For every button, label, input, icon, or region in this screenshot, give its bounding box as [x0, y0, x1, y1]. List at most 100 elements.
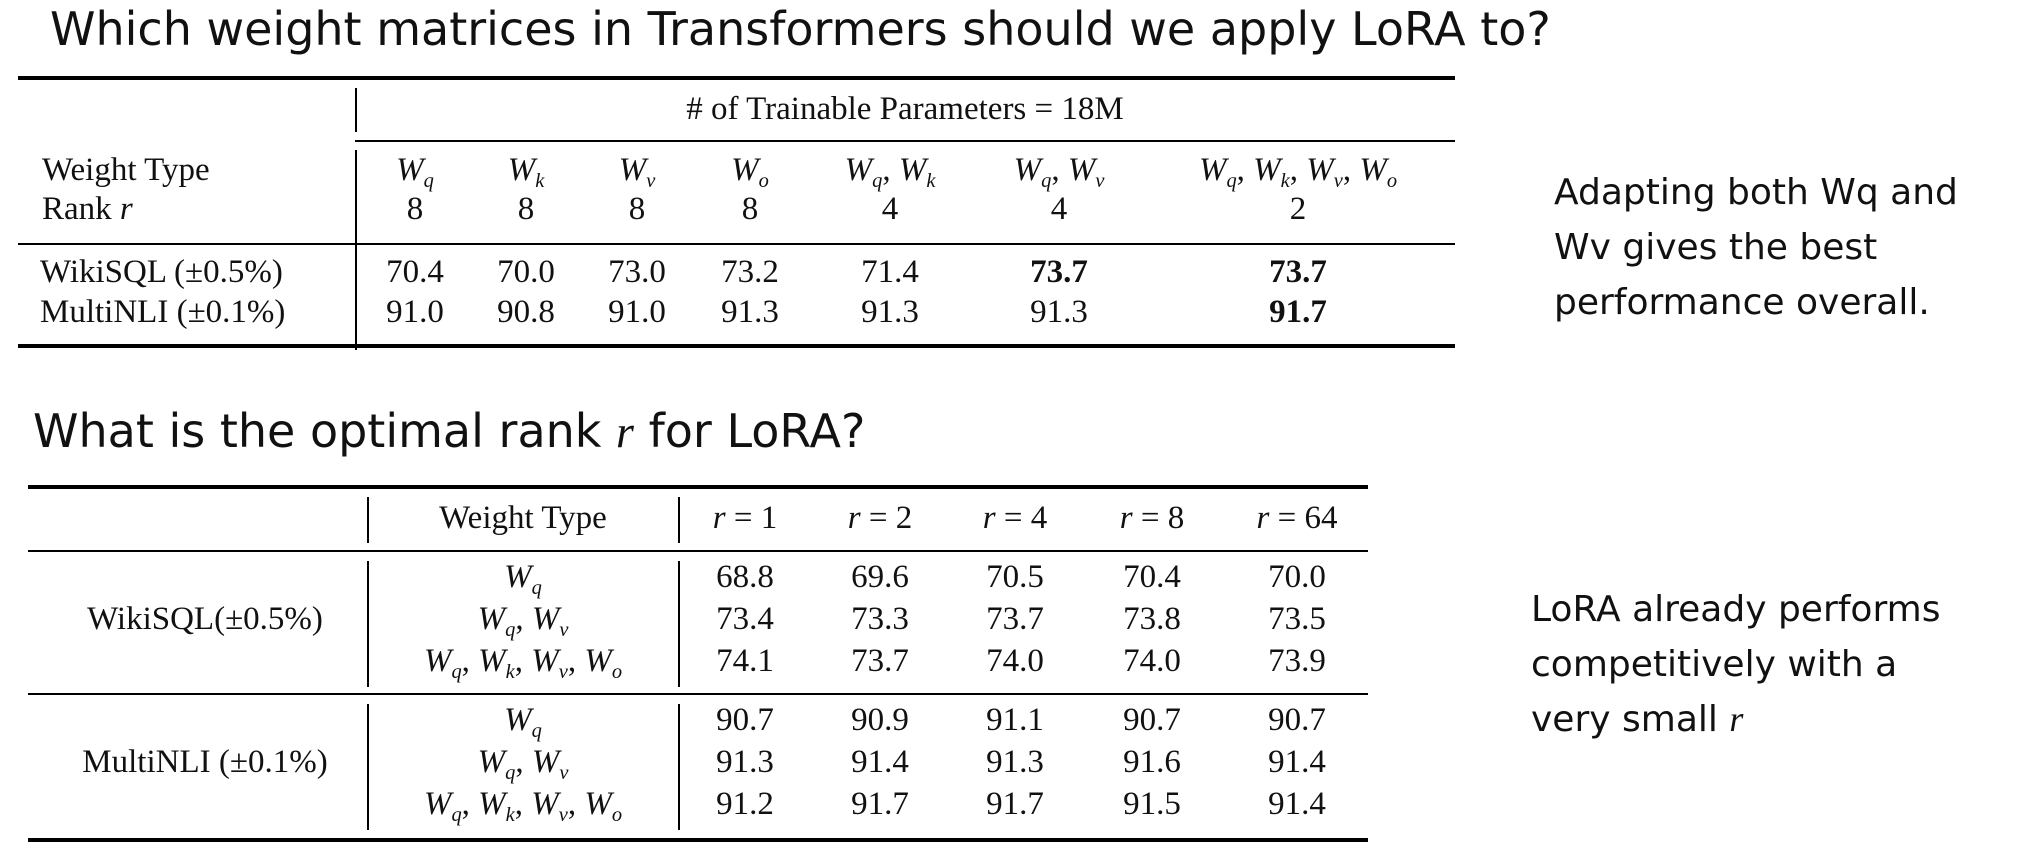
slide-title-optimal-rank: What is the optimal rank r for LoRA? [33, 408, 865, 455]
table2-value-cell: 73.3 [851, 601, 909, 637]
table2-weight-cell: Wq, Wk, Wv, Wo [423, 786, 623, 827]
table2-group-divider-left [367, 704, 369, 830]
table2-value-cell: 91.3 [716, 744, 774, 780]
table2-value-cell: 91.7 [851, 786, 909, 822]
table2-value-cell: 74.0 [1123, 643, 1181, 679]
table1-weight-col-header: Wq [396, 152, 434, 193]
table2-value-cell: 69.6 [851, 559, 909, 595]
table1-top-rule [18, 76, 1455, 80]
table2-header-divider-right [678, 497, 680, 543]
table2-rank-header: r = 1 [712, 500, 778, 536]
note1-line: performance overall. [1554, 282, 1930, 323]
table1-label-divider [355, 150, 357, 350]
note-small-rank: LoRA already performs competitively with… [1531, 582, 1940, 747]
table1-rank-value: 8 [628, 191, 646, 227]
table1-value-cell: 73.7 [1269, 254, 1327, 290]
table2-bottom-rule [28, 838, 1368, 842]
table2-value-cell: 91.1 [986, 702, 1044, 738]
table1-rank-value: 4 [881, 191, 899, 227]
table1-header-rule [355, 140, 1455, 142]
table2-value-cell: 70.5 [986, 559, 1044, 595]
note2-rank-var: r [1729, 699, 1744, 739]
table2-value-cell: 74.0 [986, 643, 1044, 679]
table2-weight-cell: Wq, Wk, Wv, Wo [423, 643, 623, 684]
table1-rank-value: 2 [1289, 191, 1307, 227]
table1-weight-col-header: Wk [507, 152, 545, 193]
table2-value-cell: 90.7 [1123, 702, 1181, 738]
table2-value-cell: 91.4 [851, 744, 909, 780]
table2-weight-cell: Wq, Wv [477, 744, 569, 785]
table2-value-cell: 73.4 [716, 601, 774, 637]
table2-value-cell: 68.8 [716, 559, 774, 595]
slide-title-weight-matrices: Which weight matrices in Transformers sh… [50, 2, 1551, 56]
table1-mid-rule [18, 243, 1455, 245]
table2-rank-header: r = 2 [847, 500, 913, 536]
note2-line: competitively with a [1531, 644, 1898, 685]
table2-mid-rule [28, 693, 1368, 695]
table1-params-header: # of Trainable Parameters = 18M [686, 91, 1124, 127]
table2-value-cell: 91.7 [986, 786, 1044, 822]
table2-value-cell: 91.3 [986, 744, 1044, 780]
table2-value-cell: 73.9 [1268, 643, 1326, 679]
table1-weight-col-header: Wq, Wk, Wv, Wo [1198, 152, 1398, 193]
table1-weight-type-label: Weight Type [42, 152, 210, 188]
table2-value-cell: 90.7 [716, 702, 774, 738]
table2-weight-cell: Wq, Wv [477, 601, 569, 642]
note1-line: Adapting both Wq and [1554, 172, 1958, 213]
note-best-performance: Adapting both Wq and Wv gives the best p… [1554, 165, 1958, 330]
table1-bottom-rule [18, 344, 1455, 348]
table2-value-cell: 91.4 [1268, 744, 1326, 780]
table1-value-cell: 73.7 [1030, 254, 1088, 290]
table2-value-cell: 90.9 [851, 702, 909, 738]
table1-value-cell: 91.0 [608, 294, 666, 330]
table1-weight-col-header: Wv [618, 152, 656, 193]
note2-line: LoRA already performs [1531, 589, 1941, 630]
table1-value-cell: 90.8 [497, 294, 555, 330]
title2-rank-var: r [616, 406, 634, 457]
table1-value-cell: 91.7 [1269, 294, 1327, 330]
table1-value-cell: 73.0 [608, 254, 666, 290]
table1-rank-value: 8 [741, 191, 759, 227]
table2-value-cell: 73.5 [1268, 601, 1326, 637]
table2-value-cell: 74.1 [716, 643, 774, 679]
table2-value-cell: 70.0 [1268, 559, 1326, 595]
table2-rank-header: r = 8 [1119, 500, 1185, 536]
table2-group-divider-left [367, 561, 369, 687]
table2-value-cell: 70.4 [1123, 559, 1181, 595]
table2-group-label: WikiSQL(±0.5%) [87, 601, 323, 637]
note2-line: very small r [1531, 699, 1744, 740]
table2-rank-header: r = 4 [982, 500, 1048, 536]
table2-header-divider-left [367, 497, 369, 543]
table1-rank-label: Rank r [42, 191, 133, 227]
table1-weight-col-header: Wo [731, 152, 769, 193]
table2-rank-header: r = 64 [1256, 500, 1338, 536]
table1-row-label: MultiNLI (±0.1%) [40, 294, 286, 330]
table2-weight-cell: Wq [504, 559, 542, 600]
table1-rank-value: 4 [1050, 191, 1068, 227]
table2-group-divider-right [678, 704, 680, 830]
table2-value-cell: 73.7 [851, 643, 909, 679]
table2-value-cell: 73.8 [1123, 601, 1181, 637]
table1-rank-value: 8 [406, 191, 424, 227]
table1-value-cell: 70.4 [386, 254, 444, 290]
table1-value-cell: 70.0 [497, 254, 555, 290]
table1-rank-value: 8 [517, 191, 535, 227]
table1-weight-col-header: Wq, Wk [844, 152, 936, 193]
table2-top-rule [28, 485, 1368, 489]
table2-weight-cell: Wq [504, 702, 542, 743]
title2-prefix: What is the optimal rank [33, 404, 617, 458]
table2-weight-type-header: Weight Type [439, 500, 607, 536]
table2-group-divider-right [678, 561, 680, 687]
table1-value-cell: 91.3 [721, 294, 779, 330]
table2-header-rule [28, 550, 1368, 552]
title2-suffix: for LoRA? [633, 404, 866, 458]
table2-value-cell: 90.7 [1268, 702, 1326, 738]
table2-value-cell: 91.6 [1123, 744, 1181, 780]
table1-value-cell: 91.0 [386, 294, 444, 330]
table1-value-cell: 91.3 [1030, 294, 1088, 330]
table2-value-cell: 91.5 [1123, 786, 1181, 822]
table1-value-cell: 91.3 [861, 294, 919, 330]
table2-value-cell: 73.7 [986, 601, 1044, 637]
table2-value-cell: 91.4 [1268, 786, 1326, 822]
table1-header-divider [355, 88, 357, 132]
